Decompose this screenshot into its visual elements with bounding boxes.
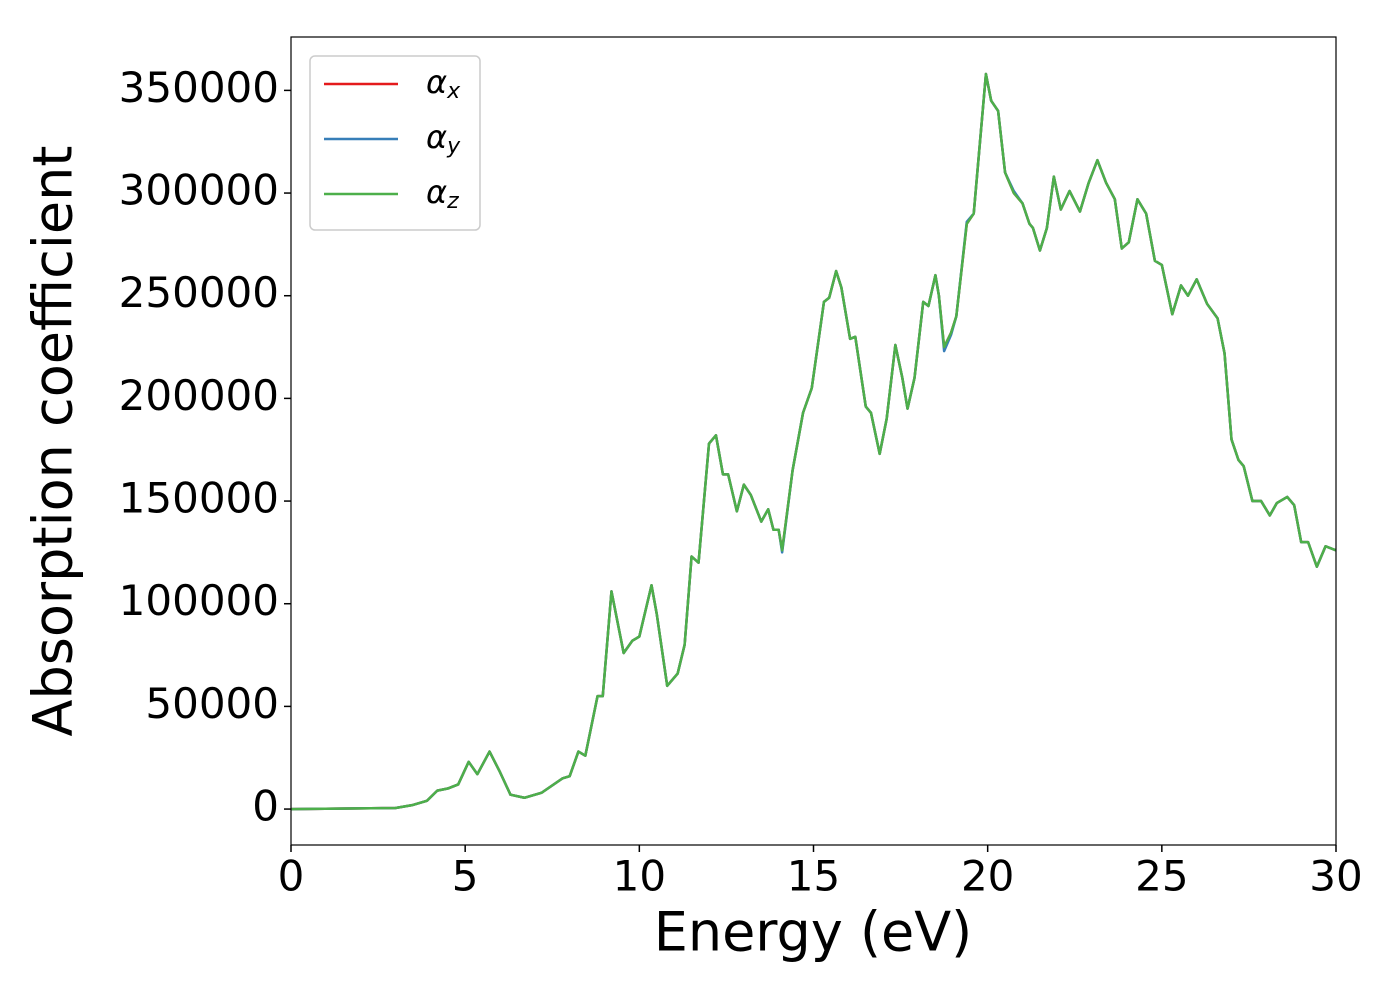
y-tick-label: 350000 <box>119 63 279 112</box>
y-tick-label: 250000 <box>119 268 279 317</box>
y-tick-label: 150000 <box>119 474 279 523</box>
legend-label: αx <box>426 63 461 104</box>
series-line <box>291 72 1336 811</box>
x-tick-label: 25 <box>1135 852 1188 901</box>
plot-frame <box>290 36 1337 846</box>
x-tick-label: 20 <box>961 852 1014 901</box>
legend-label: αz <box>426 173 459 214</box>
y-tick-label: 300000 <box>119 166 279 215</box>
y-tick-label: 100000 <box>119 576 279 625</box>
x-axis-label: Energy (eV) <box>654 901 973 964</box>
y-axis-label: Absorption coefficient <box>22 146 85 737</box>
y-tick-label: 50000 <box>145 679 279 728</box>
legend-label: αy <box>426 118 461 159</box>
y-tick-label: 200000 <box>119 371 279 420</box>
x-tick-label: 0 <box>278 852 305 901</box>
legend-box <box>309 55 481 231</box>
x-tick-label: 10 <box>613 852 666 901</box>
x-tick-label: 15 <box>787 852 840 901</box>
x-tick-label: 30 <box>1309 852 1362 901</box>
y-tick-label: 0 <box>252 782 279 831</box>
x-tick-label: 5 <box>452 852 479 901</box>
